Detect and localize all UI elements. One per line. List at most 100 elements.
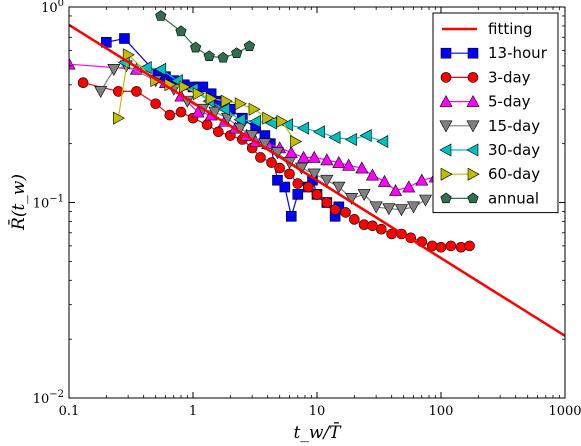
data-point-60-day [178,80,191,94]
y-tick-label: 10−2 [33,389,64,407]
data-point-5-day [307,150,321,163]
data-point-5-day [415,173,429,186]
legend-marker-30-day [439,143,452,157]
data-point-60-day [122,48,135,62]
data-point-5-day [69,57,76,70]
data-point-30-day [296,121,309,135]
data-point-30-day [376,135,389,149]
data-point-60-day [234,97,247,111]
data-point-5-day [320,153,334,166]
data-point-60-day [290,135,303,149]
data-point-60-day [276,114,289,128]
data-point-3-day [435,241,447,253]
data-point-15-day [245,130,259,143]
data-point-annual [231,47,243,58]
data-point-3-day [445,240,457,252]
legend-marker-13-hour [467,47,479,59]
data-point-annual [203,50,215,61]
data-point-60-day [205,92,218,106]
data-point-15-day [394,204,408,217]
data-point-13-hour [279,181,291,193]
legend-label-60-day: 60-day [488,165,540,183]
data-point-13-hour [119,33,130,44]
data-point-5-day [389,184,403,196]
data-point-30-day [249,114,261,128]
data-point-30-day [218,102,230,116]
data-point-annual [217,51,229,63]
data-point-15-day [307,168,321,181]
data-point-5-day [365,168,379,181]
data-point-30-day [313,125,325,139]
data-point-5-day [297,150,311,163]
tick-layer: 0.1 1 10 100 1000 10−2 10−1 100 [33,0,581,419]
legend-label-3-day: 3-day [488,68,531,86]
data-point-3-day [150,98,161,110]
data-point-15-day [419,194,433,207]
legend-marker-13-hour [440,47,452,59]
data-point-13-hour [272,174,283,186]
data-point-30-day [233,113,246,127]
data-point-annual [190,41,202,53]
data-point-60-day [220,94,233,108]
data-point-5-day [402,180,416,193]
data-point-15-day [208,106,222,119]
data-point-3-day [321,197,333,208]
legend-item-15-day: 15-day [439,117,540,135]
data-layer [69,10,565,337]
legend-marker-annual [440,192,452,204]
legend-marker-5-day [466,94,480,107]
data-point-30-day [344,133,357,147]
legend-item-3-day: 3-day [440,68,531,86]
legend-marker-annual [467,192,479,204]
legend-marker-5-day [439,94,453,107]
data-point-annual [243,40,255,51]
x-axis-label: t_w/T̄ [294,421,343,443]
data-point-15-day [94,86,108,99]
data-point-30-day [328,131,341,145]
legend-label-13-hour: 13-hour [488,44,548,62]
data-point-annual [175,25,187,37]
legend-marker-15-day [439,120,453,133]
data-point-15-day [369,201,383,214]
x-tick-label: 100 [429,404,454,419]
data-point-15-day [382,203,396,216]
data-point-5-day [355,161,369,174]
legend-marker-60-day [440,167,453,181]
y-tick-label: 10−1 [33,194,64,212]
series-annual [155,10,255,63]
data-point-60-day [113,111,125,125]
data-point-5-day [377,174,391,187]
data-point-3-day [302,181,314,193]
data-point-15-day [357,189,371,202]
x-tick-label: 1 [189,404,197,419]
data-point-15-day [332,181,346,194]
data-point-13-hour [292,189,304,200]
data-point-3-day [201,119,213,131]
legend-item-60-day: 60-day [440,165,540,183]
legend-marker-15-day [466,120,480,133]
data-point-30-day [359,129,372,143]
legend-box [432,12,559,214]
legend-label-fitting: fitting [488,20,532,38]
data-point-15-day [320,174,334,187]
data-point-3-day [131,86,142,97]
legend-label-5-day: 5-day [488,93,531,111]
y-tick-label: 100 [41,0,64,16]
legend-marker-60-day [467,167,480,181]
data-point-30-day [154,62,167,76]
x-tick-label: 0.1 [59,404,80,419]
data-point-15-day [258,138,272,151]
legend-marker-3-day [467,72,479,83]
data-point-3-day [175,106,187,118]
legend-label-30-day: 30-day [488,141,540,159]
data-point-3-day [274,162,285,174]
legend-label-15-day: 15-day [488,117,540,135]
data-point-3-day [284,168,295,180]
data-point-15-day [107,64,121,76]
legend-item-5-day: 5-day [439,93,531,111]
data-point-3-day [292,178,304,189]
legend-item-fitting: fitting [442,20,532,38]
data-point-3-day [329,204,341,215]
data-point-annual [155,10,167,21]
